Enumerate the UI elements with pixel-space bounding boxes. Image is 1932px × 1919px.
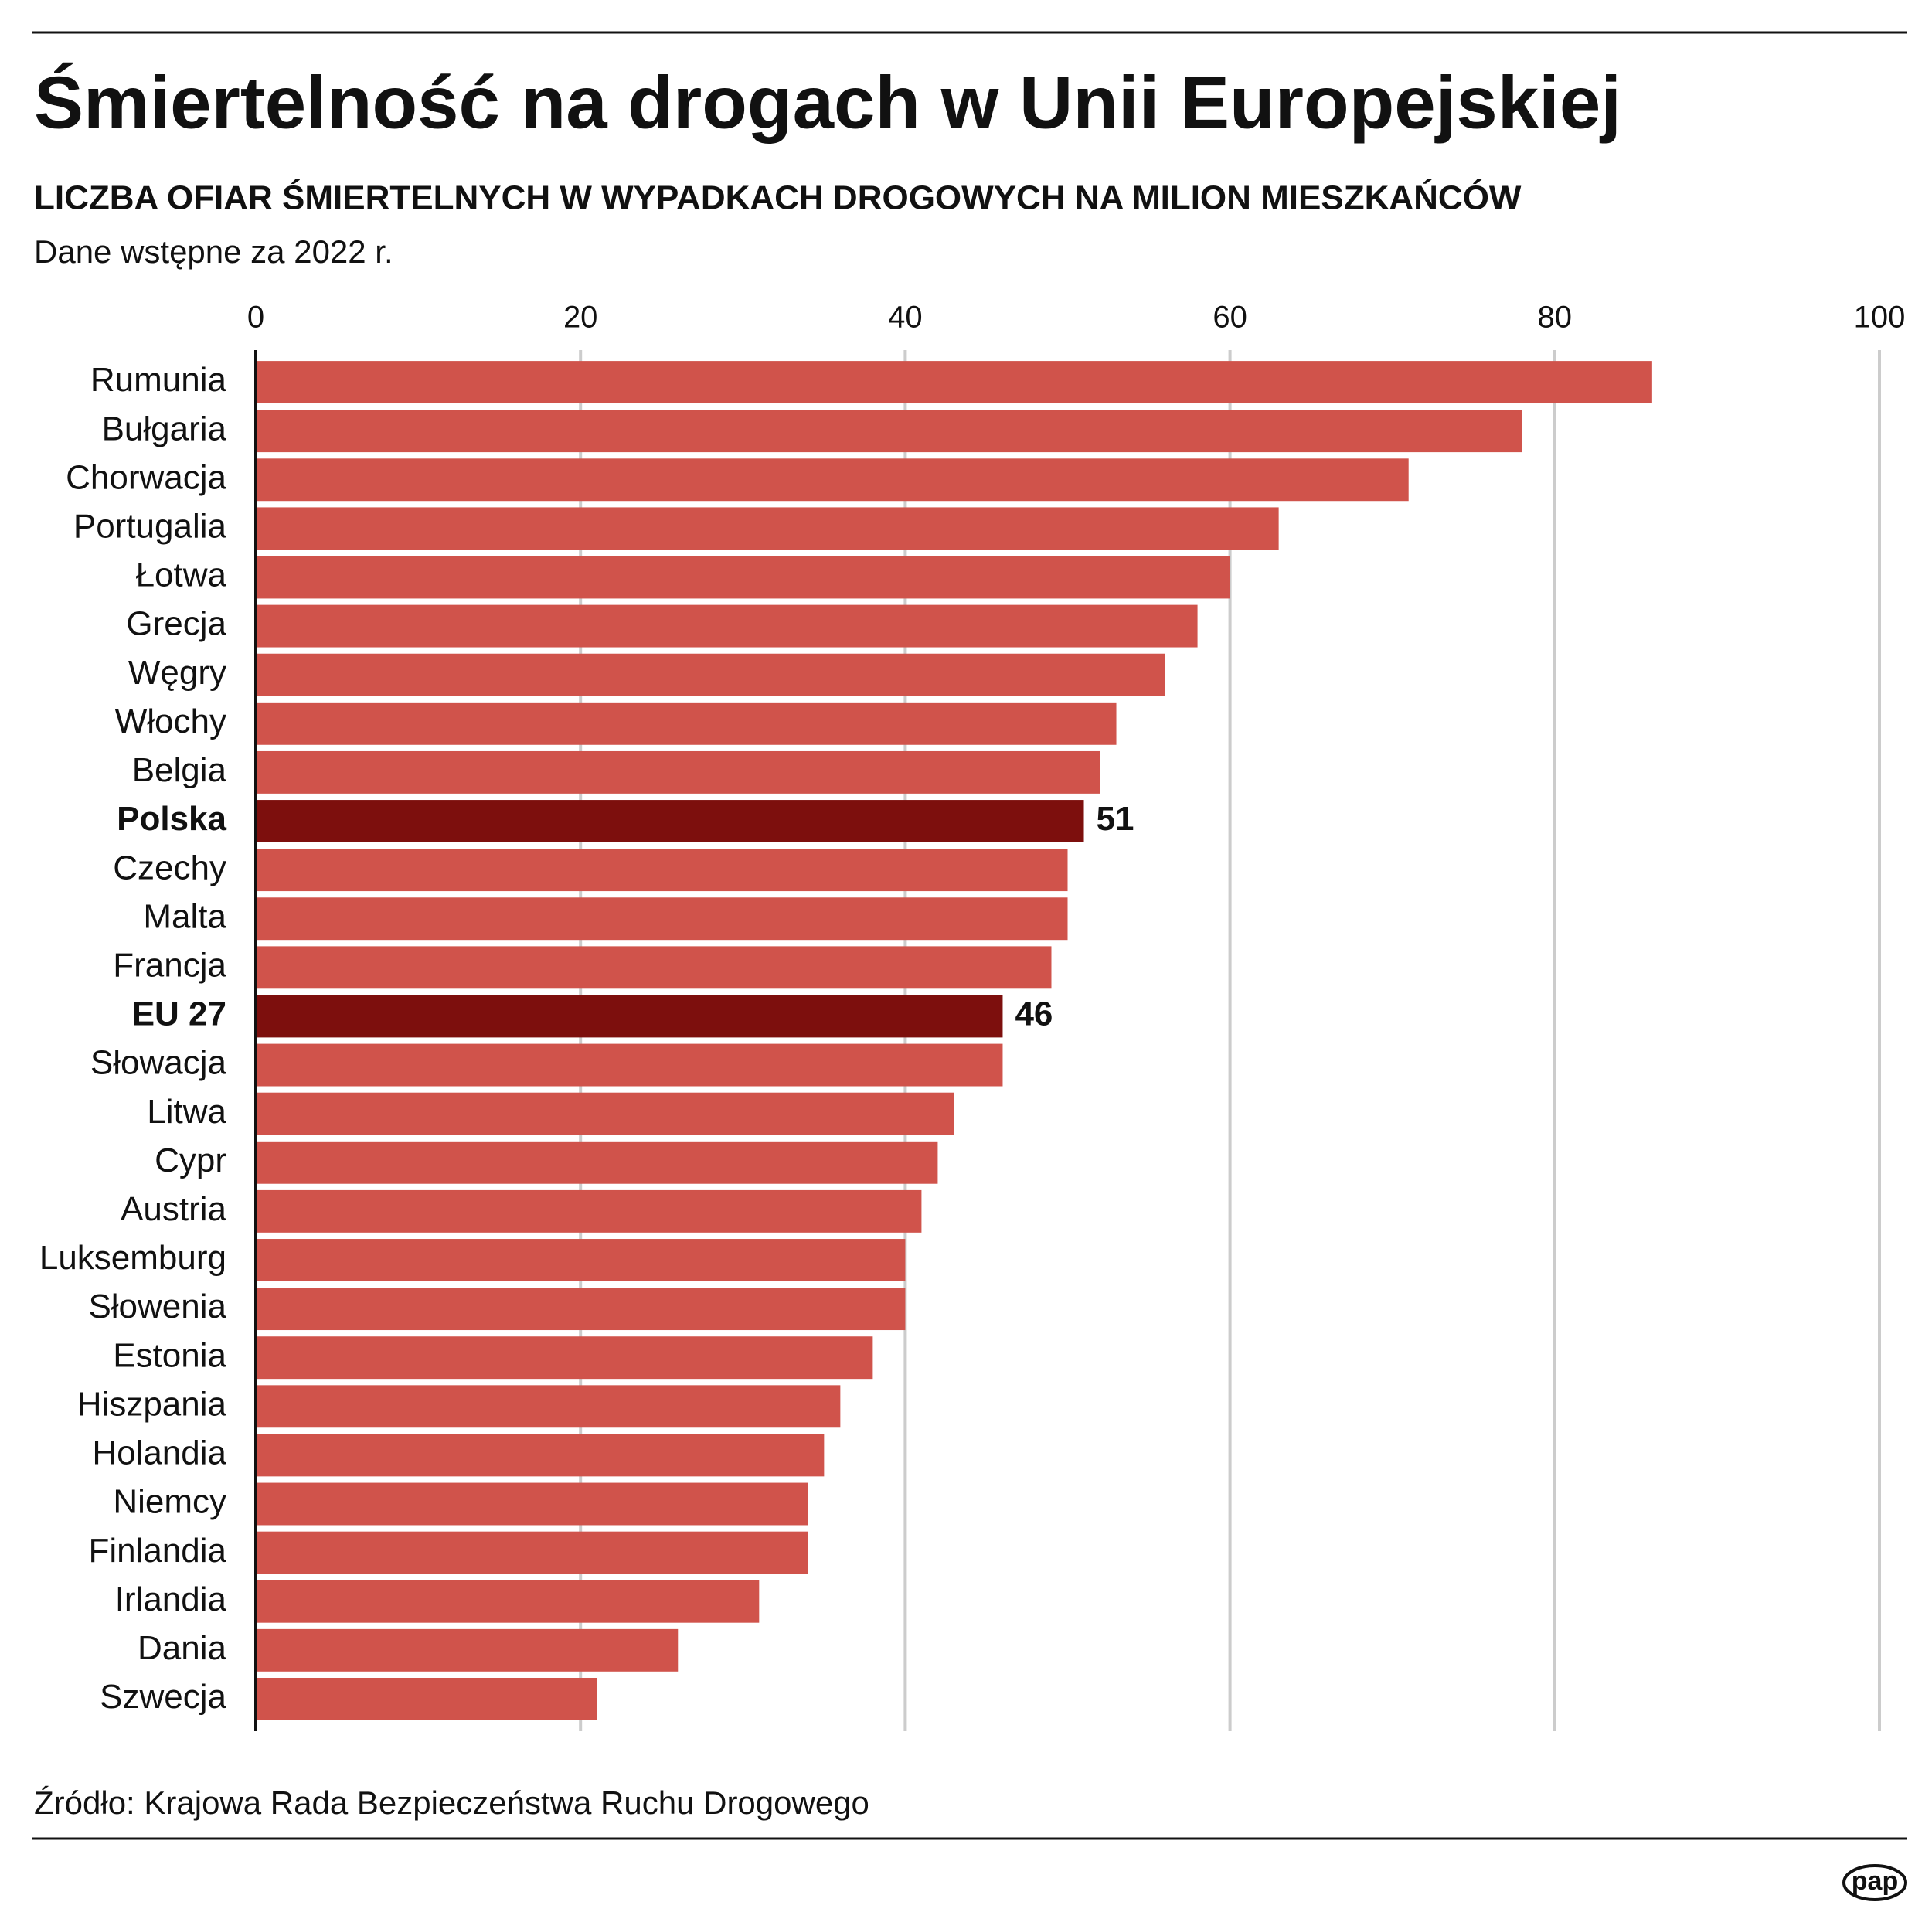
data-label: 51 <box>1097 800 1134 838</box>
bar <box>256 507 1279 550</box>
chart-subtitle: LICZBA OFIAR ŚMIERTELNYCH W WYPADKACH DR… <box>34 179 1522 217</box>
y-tick-label: Polska <box>117 800 226 838</box>
bar <box>256 1336 873 1380</box>
bar <box>256 1239 906 1281</box>
bar <box>256 897 1068 941</box>
bar <box>256 1141 938 1184</box>
bar <box>256 1677 597 1720</box>
y-tick-label: Irlandia <box>115 1580 227 1618</box>
bar <box>256 800 1084 842</box>
bar <box>256 750 1100 794</box>
y-tick-label: Grecja <box>126 605 226 643</box>
bar <box>256 849 1068 892</box>
y-tick-label: Rumunia <box>90 361 227 399</box>
x-tick-label: 60 <box>1213 301 1247 335</box>
y-tick-label: Estonia <box>113 1336 226 1374</box>
bar <box>256 556 1230 599</box>
bar <box>256 1434 825 1477</box>
y-tick-label: Węgry <box>128 654 226 692</box>
y-tick-label: Belgia <box>132 751 227 789</box>
bar <box>256 458 1409 502</box>
logo: pap <box>1852 1866 1898 1896</box>
chart-note: Dane wstępne za 2022 r. <box>34 233 393 270</box>
y-tick-label: Hiszpania <box>77 1385 227 1423</box>
bar <box>256 1580 760 1623</box>
y-tick-label: Holandia <box>92 1434 226 1472</box>
y-tick-label: Portugalia <box>73 508 227 546</box>
chart-source: Źródło: Krajowa Rada Bezpieczeństwa Ruch… <box>34 1785 869 1821</box>
y-tick-label: Austria <box>121 1190 226 1228</box>
chart-title: Śmiertelność na drogach w Unii Europejsk… <box>34 61 1621 144</box>
bar <box>256 1482 808 1526</box>
bar <box>256 1385 841 1428</box>
bar <box>256 946 1052 989</box>
bar <box>256 653 1165 696</box>
y-tick-label: Łotwa <box>136 556 227 594</box>
data-label: 46 <box>1015 995 1053 1033</box>
y-tick-label: Litwa <box>147 1093 226 1131</box>
y-tick-label: Finlandia <box>88 1532 226 1570</box>
x-tick-label: 100 <box>1854 301 1906 335</box>
y-tick-label: Cypr <box>155 1142 226 1179</box>
y-tick-label: Dania <box>138 1629 226 1667</box>
bar <box>256 995 1003 1038</box>
bar <box>256 1092 954 1135</box>
bar <box>256 702 1117 745</box>
bar <box>256 1628 679 1672</box>
y-tick-label: Włochy <box>115 703 226 740</box>
bar <box>256 1288 906 1331</box>
bar <box>256 361 1652 404</box>
x-tick-label: 20 <box>563 301 598 335</box>
y-tick-label: EU 27 <box>132 995 226 1033</box>
logo-frame <box>1842 1864 1907 1901</box>
y-tick-label: Malta <box>143 897 226 935</box>
y-tick-label: Słowacja <box>90 1044 227 1082</box>
y-tick-label: Chorwacja <box>66 458 226 496</box>
y-tick-label: Słowenia <box>88 1288 226 1325</box>
y-tick-label: Bułgaria <box>102 410 227 447</box>
y-tick-label: Francja <box>113 946 226 984</box>
bar <box>256 410 1522 453</box>
bar <box>256 1531 808 1574</box>
x-tick-label: 80 <box>1538 301 1573 335</box>
y-tick-label: Czechy <box>113 849 226 886</box>
bar <box>256 1043 1003 1087</box>
y-tick-label: Luksemburg <box>39 1239 226 1277</box>
x-tick-label: 40 <box>888 301 923 335</box>
x-tick-label: 0 <box>247 301 264 335</box>
bar <box>256 1189 922 1233</box>
y-tick-label: Niemcy <box>113 1483 226 1521</box>
y-tick-label: Szwecja <box>100 1678 226 1716</box>
bar <box>256 604 1198 648</box>
